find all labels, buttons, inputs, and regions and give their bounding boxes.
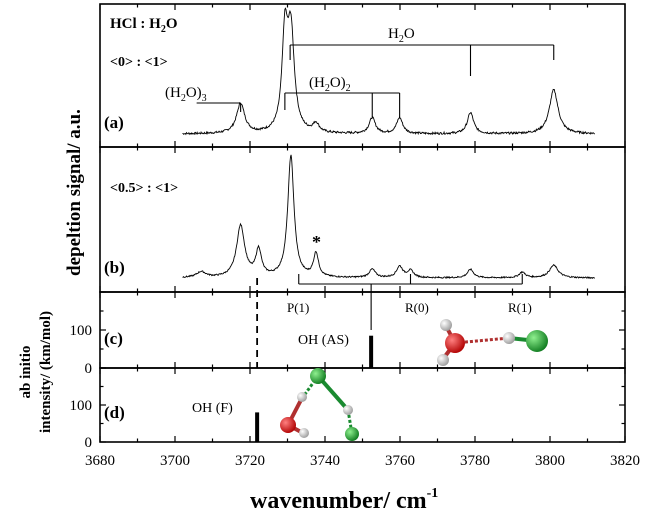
chlorine-atom [345, 427, 359, 441]
x-tick-label: 3760 [385, 453, 415, 469]
panel-header: HCl : H2O [110, 16, 178, 35]
x-tick-label: 3700 [160, 453, 190, 469]
molecule-hcl-h2o [437, 319, 548, 366]
molecule-ring [280, 368, 359, 441]
panel-frame-a [100, 4, 625, 147]
x-axis-label: wavenumber/ cm-1 [250, 486, 438, 514]
panel-label-b: (b) [104, 258, 125, 277]
y-tick-label: 0 [85, 361, 93, 377]
chlorine-atom [526, 330, 548, 352]
annotation-oh-f: OH (F) [192, 401, 233, 416]
h2o-label: H2O [388, 26, 415, 45]
y-tick-label: 100 [70, 398, 93, 414]
hydrogen-atom [297, 392, 307, 402]
oxygen-atom [445, 333, 465, 353]
y-tick-label: 100 [70, 323, 93, 339]
hydrogen-atom [299, 428, 309, 438]
ratio-label-b: <0.5> : <1> [110, 181, 178, 196]
y-tick-label: 0 [85, 435, 93, 451]
spectrum-trace-b [183, 155, 595, 278]
y-axis-label-bottom-1: ab initio [18, 346, 34, 399]
panel-frame-d [100, 368, 625, 442]
panel-label-c: (c) [104, 329, 123, 348]
x-tick-label: 3780 [460, 453, 490, 469]
rot-label-p1: P(1) [287, 300, 309, 315]
y-tick-labels: 0 100 0 100 [70, 323, 93, 451]
x-tick-label: 3800 [535, 453, 565, 469]
ratio-label-a: <0> : <1> [110, 55, 168, 70]
y-axis-label-bottom-2: intensity/ (km/mol) [38, 311, 54, 433]
chlorine-atom [310, 368, 326, 384]
panel-frame-b [100, 147, 625, 292]
x-tick-label: 3820 [610, 453, 640, 469]
x-ticks [100, 4, 625, 442]
hydrogen-atom [503, 332, 515, 344]
y-axis-label-top: depeltion signal/ a.u. [64, 109, 85, 276]
x-tick-label: 3720 [235, 453, 265, 469]
star-marker: * [312, 232, 321, 252]
x-tick-label: 3680 [85, 453, 115, 469]
panel-label-d: (d) [104, 403, 125, 422]
h2o-trimer-label: (H2O)3 [165, 85, 207, 104]
rot-label-r1: R(1) [508, 300, 532, 315]
oxygen-atom [280, 417, 296, 433]
hydrogen-atom [437, 354, 449, 366]
panel-label-a: (a) [104, 113, 124, 132]
hydrogen-atom [440, 319, 452, 331]
hydrogen-atom [343, 405, 353, 415]
x-tick-labels: 3680 3700 3720 3740 3760 3780 3800 3820 [85, 453, 640, 469]
rot-label-r0: R(0) [405, 300, 429, 315]
x-tick-label: 3740 [310, 453, 340, 469]
annotation-oh-as: OH (AS) [298, 333, 349, 348]
h2o-dimer-label: (H2O)2 [309, 75, 351, 94]
panel-frame-c [100, 292, 625, 368]
